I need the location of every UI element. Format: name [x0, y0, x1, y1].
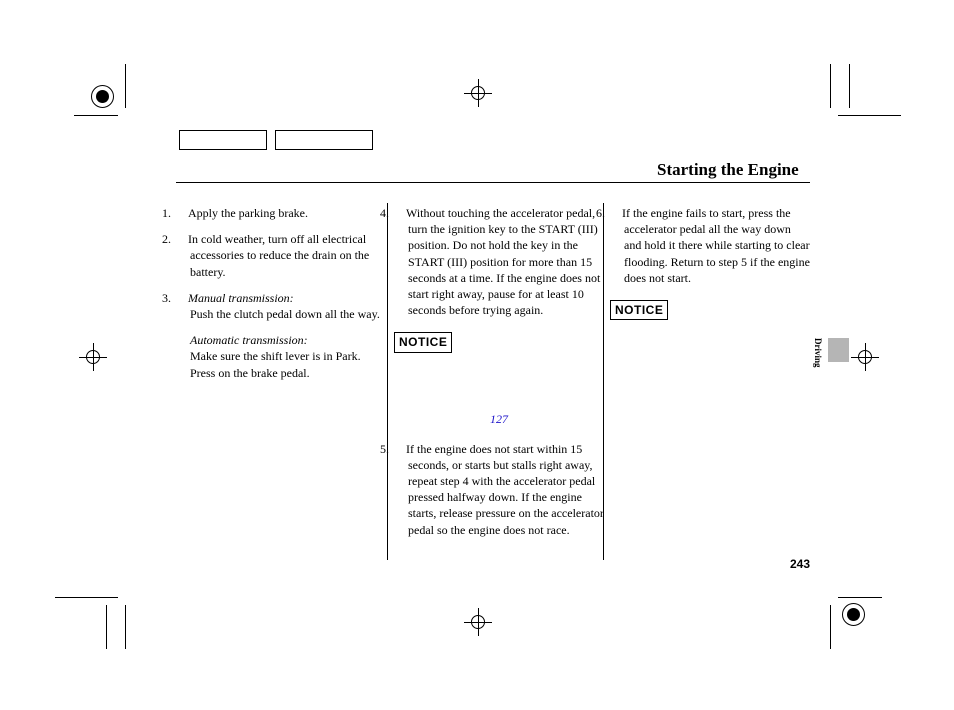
- crop-mark: [849, 64, 850, 108]
- column-right: 6.If the engine fails to start, press th…: [610, 205, 810, 320]
- step-number: 6.: [610, 205, 622, 221]
- title-rule: [176, 182, 810, 183]
- step-3b: Automatic transmission: Make sure the sh…: [176, 332, 386, 381]
- step-4: 4.Without touching the accelerator pedal…: [394, 205, 604, 318]
- cross-mark-left: [79, 343, 107, 371]
- step-text: If the engine fails to start, press the …: [622, 206, 810, 285]
- crop-mark: [830, 605, 831, 649]
- notice-box: NOTICE: [394, 328, 604, 352]
- header-box: [275, 130, 373, 150]
- cross-mark-right: [851, 343, 879, 371]
- crop-mark: [125, 605, 126, 649]
- column-divider: [387, 203, 388, 560]
- page-link[interactable]: 127: [394, 411, 604, 427]
- step-text: If the engine does not start within 15 s…: [406, 442, 604, 537]
- crop-mark: [838, 597, 882, 598]
- column-left: 1.Apply the parking brake. 2.In cold wea…: [176, 205, 386, 391]
- crop-mark: [106, 605, 107, 649]
- cross-mark-top: [464, 79, 492, 107]
- step-5: 5.If the engine does not start within 15…: [394, 441, 604, 538]
- header-box: [179, 130, 267, 150]
- step-text: In cold weather, turn off all electrical…: [188, 232, 369, 278]
- notice-label: NOTICE: [394, 332, 452, 352]
- notice-label: NOTICE: [610, 300, 668, 320]
- crop-mark: [74, 597, 118, 598]
- cross-mark-bottom: [464, 608, 492, 636]
- registration-mark-top-left: [91, 85, 114, 108]
- link-text[interactable]: 127: [490, 412, 508, 426]
- step-text: Push the clutch pedal down all the way.: [190, 307, 380, 321]
- step-1: 1.Apply the parking brake.: [176, 205, 386, 221]
- step-number: 3.: [176, 290, 188, 306]
- step-number: 4.: [394, 205, 406, 221]
- step-6: 6.If the engine fails to start, press th…: [610, 205, 810, 286]
- step-label: Manual transmission:: [188, 291, 294, 305]
- crop-mark: [857, 115, 901, 116]
- side-label: Driving: [813, 338, 823, 368]
- page-number: 243: [790, 557, 810, 571]
- crop-mark: [74, 115, 118, 116]
- step-3: 3.Manual transmission: Push the clutch p…: [176, 290, 386, 322]
- step-text: Without touching the accelerator pedal, …: [406, 206, 600, 317]
- step-2: 2.In cold weather, turn off all electric…: [176, 231, 386, 280]
- step-number: 1.: [176, 205, 188, 221]
- page-title: Starting the Engine: [657, 160, 799, 180]
- notice-box: NOTICE: [610, 296, 810, 320]
- side-tab: [828, 338, 849, 362]
- crop-mark: [830, 64, 831, 108]
- crop-mark: [125, 64, 126, 108]
- step-number: 5.: [394, 441, 406, 457]
- step-text: Apply the parking brake.: [188, 206, 308, 220]
- column-middle: 4.Without touching the accelerator pedal…: [394, 205, 604, 548]
- step-text: Make sure the shift lever is in Park. Pr…: [190, 349, 361, 379]
- step-label: Automatic transmission:: [190, 333, 308, 347]
- registration-mark-bottom-right: [842, 603, 865, 626]
- step-number: 2.: [176, 231, 188, 247]
